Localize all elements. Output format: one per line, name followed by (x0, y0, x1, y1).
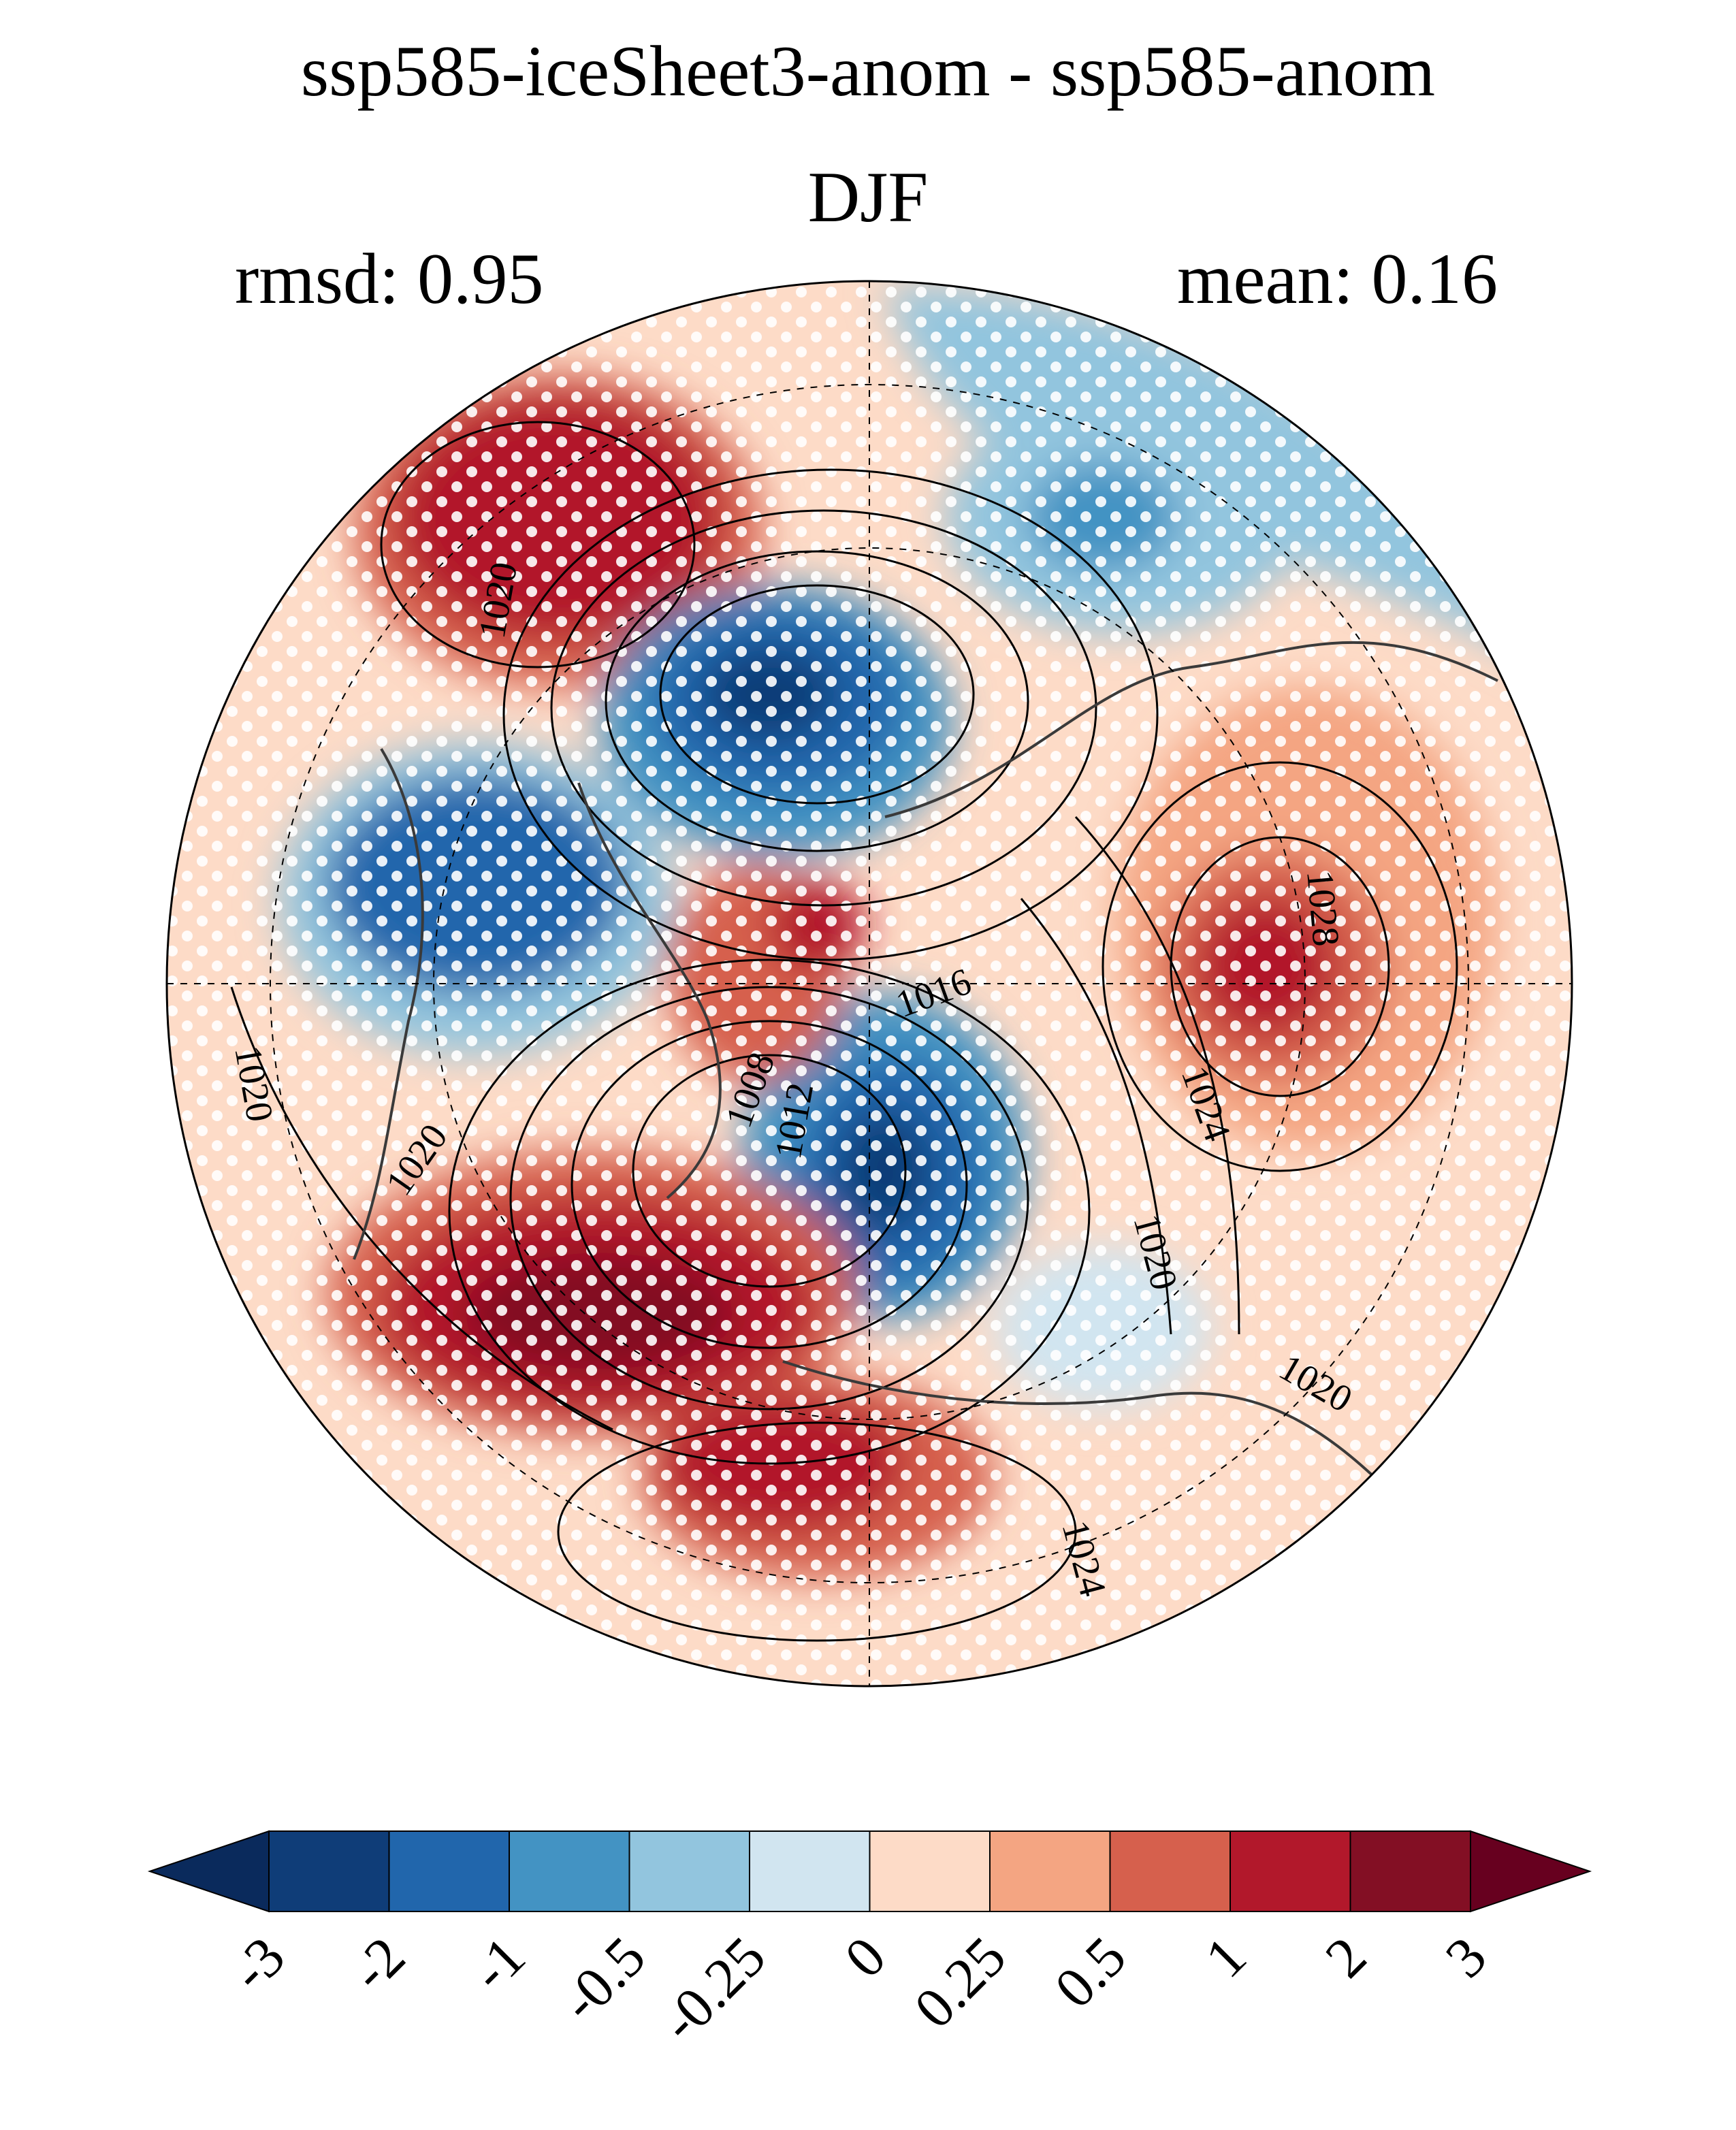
polar-map: 1020 1020 1020 1016 1008 1012 1028 1024 … (165, 280, 1573, 1688)
colorbar-tick-label: 1 (1193, 1925, 1258, 1990)
colorbar-segment (989, 1830, 1111, 1912)
colorbar-segment (749, 1830, 871, 1912)
contour-label: 1028 (1298, 869, 1347, 948)
colorbar-tick-label: -1 (459, 1925, 537, 2003)
colorbar-segment (388, 1830, 510, 1912)
colorbar-tick-label: 3 (1434, 1925, 1498, 1990)
mean-label: mean: 0.16 (1177, 239, 1498, 319)
season-label: DJF (807, 157, 929, 237)
colorbar-tick-label: 2 (1313, 1925, 1378, 1990)
colorbar-segment (509, 1830, 630, 1912)
colorbar-segment (268, 1830, 390, 1912)
colorbar-segment (869, 1830, 991, 1912)
rmsd-label: rmsd: 0.95 (235, 239, 544, 319)
colorbar-low-extension (147, 1830, 270, 1913)
colorbar-tick-label: 0 (833, 1925, 897, 1990)
colorbar-segment (1229, 1830, 1351, 1912)
colorbar-segment (628, 1830, 750, 1912)
colorbar-tick-label: 0.25 (903, 1925, 1018, 2041)
colorbar-tick-label: 0.5 (1043, 1925, 1138, 2020)
figure-title: ssp585-iceSheet3-anom - ssp585-anom (300, 31, 1436, 111)
colorbar-tick-label: -2 (339, 1925, 417, 2003)
colorbar-high-extension (1470, 1830, 1592, 1913)
colorbar-segment (1349, 1830, 1471, 1912)
colorbar-tick-label: -3 (219, 1925, 297, 2003)
colorbar-tick-label: -0.5 (549, 1925, 658, 2034)
colorbar-segment (1109, 1830, 1231, 1912)
anomaly-field (167, 281, 1572, 1686)
colorbar-tick-label: -0.25 (649, 1925, 777, 2054)
